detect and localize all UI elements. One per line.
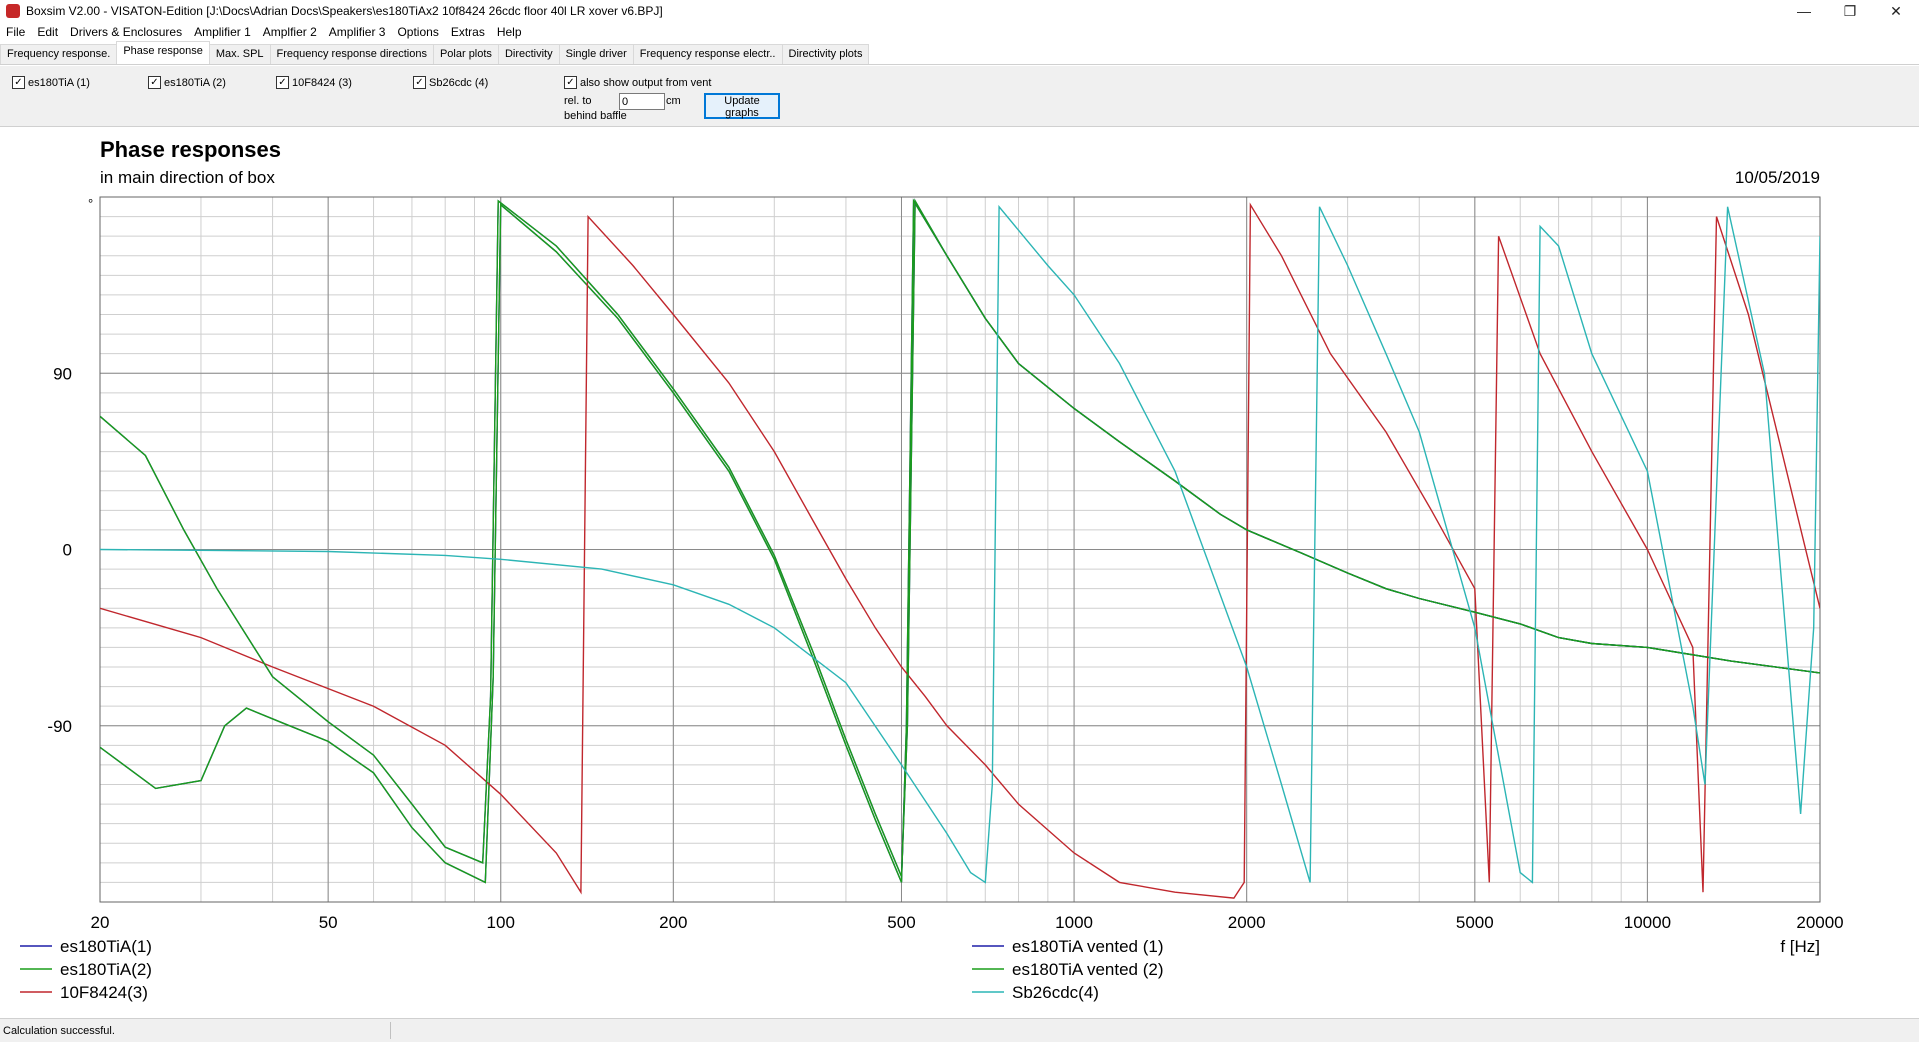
tab-polar-plots[interactable]: Polar plots bbox=[432, 44, 499, 64]
close-icon[interactable]: ✕ bbox=[1890, 2, 1902, 19]
tab-frequency-response-electrical[interactable]: Frequency response electr.. bbox=[632, 44, 783, 64]
menu-help[interactable]: Help bbox=[496, 25, 522, 39]
tab-directivity-plots[interactable]: Directivity plots bbox=[781, 44, 870, 64]
minimize-icon[interactable]: — bbox=[1797, 3, 1811, 19]
menu-amplifier-1[interactable]: Amplifier 1 bbox=[194, 25, 251, 39]
legend-label: 10F8424(3) bbox=[60, 983, 148, 1002]
driver-checkbox-label: es180TiA (1) bbox=[28, 76, 90, 89]
x-tick-label: 200 bbox=[659, 913, 687, 932]
menu-extras[interactable]: Extras bbox=[450, 25, 485, 39]
series-line-6 bbox=[100, 204, 1820, 884]
x-tick-label: 50 bbox=[319, 913, 338, 932]
x-tick-label: 1000 bbox=[1055, 913, 1093, 932]
x-axis-unit: f [Hz] bbox=[1780, 937, 1820, 956]
tab-frequency-response[interactable]: Frequency response. bbox=[0, 44, 118, 64]
driver-checkbox-label: Sb26cdc (4) bbox=[429, 76, 489, 89]
series-line-4 bbox=[100, 198, 1820, 877]
legend-label: Sb26cdc(4) bbox=[1012, 983, 1099, 1002]
driver-checkbox-2[interactable]: ✓ es180TiA (2) bbox=[148, 76, 226, 89]
menu-file[interactable]: File bbox=[6, 25, 26, 39]
update-graphs-button[interactable]: Update graphs bbox=[704, 93, 780, 119]
tab-frequency-response-directions[interactable]: Frequency response directions bbox=[269, 44, 434, 64]
vent-offset-input[interactable] bbox=[619, 93, 665, 110]
menu-amplifier-3[interactable]: Amplifier 3 bbox=[328, 25, 386, 39]
driver-checkbox-4[interactable]: ✓ Sb26cdc (4) bbox=[413, 76, 488, 89]
checkbox-check-icon[interactable]: ✓ bbox=[148, 76, 161, 89]
maximize-icon[interactable]: ❐ bbox=[1843, 2, 1857, 19]
checkbox-check-icon[interactable]: ✓ bbox=[12, 76, 25, 89]
series-group bbox=[100, 198, 1820, 899]
driver-checkbox-1[interactable]: ✓ es180TiA (1) bbox=[12, 76, 90, 89]
series-line-1 bbox=[100, 198, 1820, 884]
status-bar: Calculation successful. bbox=[0, 1018, 1919, 1042]
rel-to-label: rel. to bbox=[564, 95, 592, 107]
tab-directivity[interactable]: Directivity bbox=[497, 44, 560, 64]
legend-label: es180TiA vented (2) bbox=[1012, 960, 1164, 979]
driver-checkbox-3[interactable]: ✓ 10F8424 (3) bbox=[276, 76, 352, 89]
vent-output-label: also show output from vent bbox=[580, 76, 712, 89]
title-bar: Boxsim V2.00 - VISATON-Edition [J:\Docs\… bbox=[0, 0, 1919, 22]
options-panel: ✓ es180TiA (1) ✓ es180TiA (2) ✓ 10F8424 … bbox=[0, 66, 1919, 127]
chart-legend: es180TiA(1) es180TiA(2) 10F8424(3) es180TiA… bbox=[20, 937, 1164, 1002]
y-axis-unit: ° bbox=[88, 196, 93, 211]
status-separator bbox=[390, 1022, 391, 1039]
app-logo-icon bbox=[6, 4, 20, 18]
chart-subtitle: in main direction of box bbox=[100, 168, 275, 187]
x-tick-label: 100 bbox=[487, 913, 515, 932]
window-controls: — ❐ ✕ bbox=[1781, 0, 1919, 22]
behind-baffle-label: behind baffle bbox=[564, 110, 627, 122]
phase-chart-area: Phase responses in main direction of box 1… bbox=[0, 127, 1919, 1015]
checkbox-check-icon[interactable]: ✓ bbox=[564, 76, 577, 89]
legend-label: es180TiA(1) bbox=[60, 937, 152, 956]
driver-checkbox-label: 10F8424 (3) bbox=[292, 76, 352, 89]
series-line-3 bbox=[100, 202, 1820, 899]
legend-label: es180TiA(2) bbox=[60, 960, 152, 979]
major-grid bbox=[99, 197, 1821, 902]
menu-bar: File Edit Drivers & Enclosures Amplifier… bbox=[0, 22, 1919, 42]
tab-single-driver[interactable]: Single driver bbox=[558, 44, 634, 64]
status-text: Calculation successful. bbox=[3, 1024, 115, 1037]
chart-date: 10/05/2019 bbox=[1735, 168, 1820, 187]
window-title: Boxsim V2.00 - VISATON-Edition [J:\Docs\… bbox=[26, 4, 663, 18]
legend-label: es180TiA vented (1) bbox=[1012, 937, 1164, 956]
x-tick-label: 500 bbox=[887, 913, 915, 932]
menu-amplifier-2[interactable]: Amplfier 2 bbox=[262, 25, 317, 39]
series-line-5 bbox=[100, 198, 1820, 877]
tab-max-spl[interactable]: Max. SPL bbox=[208, 44, 271, 64]
chart-title: Phase responses bbox=[100, 137, 281, 162]
menu-edit[interactable]: Edit bbox=[37, 25, 59, 39]
y-tick-label: 0 bbox=[63, 541, 72, 560]
checkbox-check-icon[interactable]: ✓ bbox=[413, 76, 426, 89]
x-tick-label: 20 bbox=[91, 913, 110, 932]
tab-phase-response[interactable]: Phase response bbox=[116, 41, 210, 64]
cm-unit-label: cm bbox=[666, 95, 681, 107]
series-line-2 bbox=[100, 198, 1820, 884]
x-tick-label: 5000 bbox=[1456, 913, 1494, 932]
menu-drivers-enclosures[interactable]: Drivers & Enclosures bbox=[70, 25, 183, 39]
menu-options[interactable]: Options bbox=[397, 25, 439, 39]
checkbox-check-icon[interactable]: ✓ bbox=[276, 76, 289, 89]
phase-response-chart: Phase responses in main direction of box 1… bbox=[20, 137, 1844, 1002]
y-tick-label: 90 bbox=[53, 364, 72, 383]
vent-output-checkbox[interactable]: ✓ also show output from vent bbox=[564, 76, 711, 89]
y-tick-label: -90 bbox=[47, 717, 72, 736]
x-tick-label: 10000 bbox=[1624, 913, 1671, 932]
driver-checkbox-label: es180TiA (2) bbox=[164, 76, 226, 89]
x-tick-label: 20000 bbox=[1796, 913, 1843, 932]
x-tick-label: 2000 bbox=[1228, 913, 1266, 932]
tab-bar: Frequency response. Phase response Max. … bbox=[0, 41, 1919, 65]
